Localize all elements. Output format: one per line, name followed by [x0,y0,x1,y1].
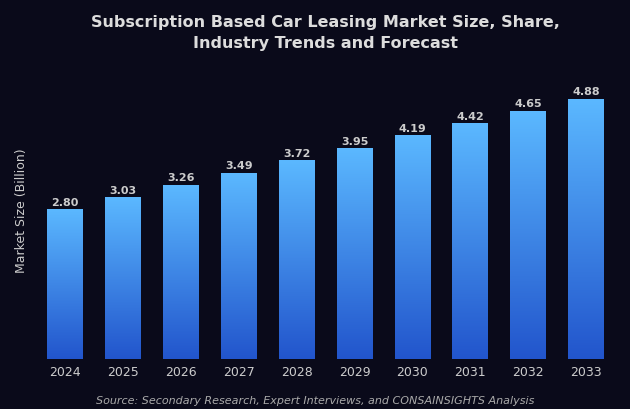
Text: 3.49: 3.49 [225,161,253,171]
Text: Source: Secondary Research, Expert Interviews, and CONSAINSIGHTS Analysis: Source: Secondary Research, Expert Inter… [96,395,534,405]
Text: 4.65: 4.65 [514,99,542,109]
Text: 3.03: 3.03 [110,185,137,195]
Text: 4.42: 4.42 [457,111,484,121]
Text: 2.80: 2.80 [52,197,79,207]
Text: 4.19: 4.19 [399,124,427,133]
Y-axis label: Market Size (Billion): Market Size (Billion) [15,148,28,273]
Text: 4.88: 4.88 [572,87,600,97]
Text: 3.95: 3.95 [341,136,369,146]
Title: Subscription Based Car Leasing Market Size, Share,
Industry Trends and Forecast: Subscription Based Car Leasing Market Si… [91,15,560,51]
Text: 3.72: 3.72 [283,148,311,158]
Text: 3.26: 3.26 [167,173,195,183]
